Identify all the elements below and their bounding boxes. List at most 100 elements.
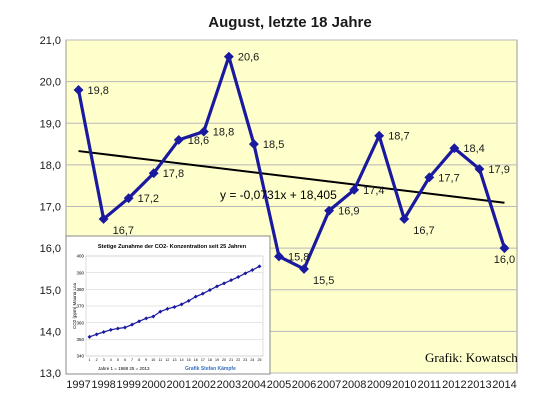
inset-data-point [215,284,219,289]
data-point [148,168,159,179]
data-label: 17,8 [163,168,184,180]
x-tick-label: 2008 [342,379,366,391]
inset-x-tick-label: 14 [180,358,184,362]
data-points [73,51,510,274]
x-tick-label: 2005 [267,379,291,391]
inset-x-axis-label: Jahre 1 = 1988 25 = 2013 [98,366,150,371]
inset-x-tick-label: 4 [110,358,112,362]
inset-x-tick-labels: 1 2 3 4 5 6 7 8 9 10 11 12 13 14 15 16 17 18 19 20 21 22 23 24 2… [89,358,262,362]
inset-chart: Stetige Zunahme der CO2- Konzentration s… [65,235,271,375]
data-label: 18,4 [463,143,484,155]
inset-data-point [101,330,106,334]
series-line [76,55,506,271]
data-label: 18,5 [263,139,284,151]
inset-x-tick-label: 6 [124,358,126,362]
inset-data-point [172,305,177,309]
data-point [449,143,460,154]
inset-data-point [229,278,234,283]
data-point [474,164,485,174]
inset-data-point [222,281,227,286]
data-point [98,214,109,224]
data-point [274,251,284,262]
inset-y-axis-label: CO2 (ppm) Mauna Loa [72,282,77,329]
inset-x-tick-label: 3 [103,358,105,362]
inset-x-tick-label: 24 [250,358,254,362]
data-point [374,130,385,141]
x-tick-label: 2000 [141,379,165,391]
x-tick-label: 2009 [367,379,391,391]
data-label: 18,7 [388,131,409,143]
data-label: 16,7 [113,225,134,237]
data-point [324,205,335,216]
inset-credit: Grafik Stefan Kämpfe [185,366,236,372]
inset-data-point [207,288,212,292]
data-label: 17,9 [488,164,509,176]
trend-line [78,150,505,204]
x-tick-label: 2007 [317,379,341,391]
x-tick-label: 2012 [442,379,466,391]
data-point [499,243,510,254]
inset-data-point [94,332,99,337]
data-label: 16,9 [338,206,359,218]
inset-data-point [108,327,113,332]
data-label: 18,8 [213,127,234,139]
inset-x-tick-label: 22 [236,358,240,362]
data-label: 16,0 [494,254,515,266]
y-tick-label: 16,0 [40,243,61,255]
inset-x-tick-label: 25 [257,358,261,362]
inset-x-tick-label: 21 [229,358,233,362]
x-tick-label: 2001 [167,379,191,391]
data-label: 15,8 [288,251,309,263]
inset-x-tick-label: 1 [89,358,91,362]
inset-x-tick-label: 5 [117,358,119,362]
inset-x-tick-label: 2 [96,358,98,362]
inset-data-point [158,309,163,314]
data-point [73,85,84,95]
inset-data-point [87,334,92,339]
y-tick-label: 15,0 [40,285,61,297]
x-tick-label: 1998 [91,379,115,391]
data-point [223,51,234,62]
x-tick-label: 2004 [242,379,266,391]
inset-y-tick-label: 400 [76,254,84,259]
inset-y-tick-labels: 340 350 360 370 380 390 400 [76,254,84,359]
inset-x-tick-label: 15 [187,358,191,362]
y-tick-label: 18,0 [40,160,61,172]
x-tick-label: 2006 [292,379,316,391]
data-point [173,134,184,145]
x-tick-label: 2010 [392,379,416,391]
x-tick-labels: 1997 1998 1999 2000 2001 2002 2003 2004 2005 2006… [66,379,516,391]
x-tick-label: 1997 [66,379,90,391]
data-labels: 19,8 16,7 17,2 17,8 18,6 18,8 20,6 18,5 15,8 15,5… [88,52,516,287]
data-point [424,172,435,183]
inset-x-tick-label: 17 [201,358,205,362]
inset-y-tick-label: 380 [76,287,84,292]
inset-x-tick-label: 11 [158,358,162,362]
inset-data-point [144,316,149,321]
inset-x-tick-label: 12 [165,358,169,362]
inset-x-tick-label: 18 [208,358,212,362]
data-label: 19,8 [88,85,109,97]
inset-x-tick-label: 16 [194,358,198,362]
inset-data-point [236,275,241,279]
inset-x-tick-label: 8 [138,358,140,362]
inset-x-tick-label: 9 [145,358,147,362]
y-tick-labels: 13,0 14,0 15,0 16,0 17,0 18,0 19,0 20,0 21,0 [40,35,61,380]
x-tick-label: 2002 [192,379,216,391]
data-label: 17,7 [438,172,459,184]
inset-y-tick-label: 370 [76,304,84,309]
x-tick-label: 2013 [467,379,491,391]
inset-data-point [165,306,170,311]
data-point [248,139,259,150]
data-label: 20,6 [238,52,259,64]
data-label: 17,4 [363,185,384,197]
data-point [198,126,209,137]
y-tick-label: 17,0 [40,202,61,214]
data-label: 16,7 [413,225,434,237]
y-tick-label: 20,0 [40,77,61,89]
data-point [349,184,360,195]
data-point [299,263,309,274]
x-tick-label: 2011 [417,379,441,391]
x-tick-label: 1999 [116,379,140,391]
inset-data-point [257,264,262,269]
